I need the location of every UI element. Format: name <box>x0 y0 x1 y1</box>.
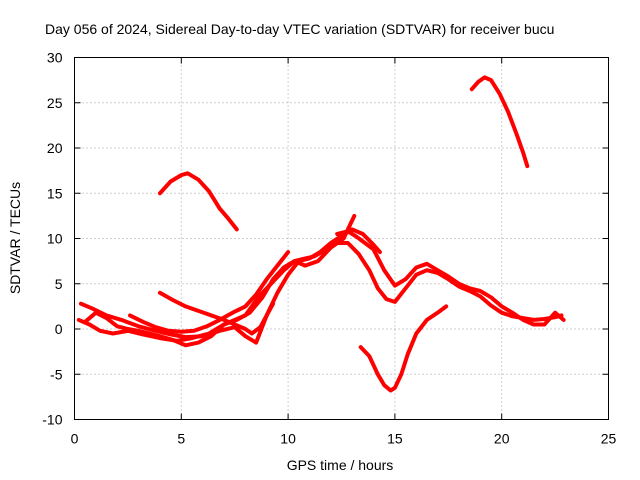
y-tick-label: 25 <box>47 95 63 111</box>
series-line-arc-8 <box>335 229 566 327</box>
series-line-arc-9 <box>358 304 449 393</box>
series-line-arc-6 <box>157 290 276 336</box>
y-tick-label: 0 <box>55 321 63 337</box>
series-line-arc-2 <box>469 75 530 169</box>
x-axis-label: GPS time / hours <box>287 457 394 473</box>
x-tick-label: 25 <box>601 431 617 447</box>
chart-title: Day 056 of 2024, Sidereal Day-to-day VTE… <box>45 21 554 37</box>
x-tick-label: 20 <box>494 431 510 447</box>
x-tick-label: 10 <box>280 431 296 447</box>
x-tick-label: 0 <box>71 431 79 447</box>
x-tick-label: 15 <box>387 431 403 447</box>
y-tick-label: 10 <box>47 231 63 247</box>
series-line-arc-4 <box>78 227 382 345</box>
y-tick-label: 5 <box>55 276 63 292</box>
y-tick-label: -5 <box>50 366 63 382</box>
y-tick-label: -10 <box>42 412 62 428</box>
series-line-arc-5 <box>83 213 357 348</box>
series-line-arc-1 <box>157 171 239 232</box>
data-series <box>76 75 566 393</box>
y-tick-label: 20 <box>47 140 63 156</box>
y-axis-label: SDTVAR / TECUs <box>7 182 23 294</box>
y-tick-label: 15 <box>47 185 63 201</box>
x-tick-label: 5 <box>177 431 185 447</box>
axis-ticks: 0 5 10 15 20 25 -10 -5 0 5 10 15 20 25 30 <box>42 50 616 447</box>
y-tick-label: 30 <box>47 50 63 66</box>
series-line-arc-7 <box>128 250 291 334</box>
